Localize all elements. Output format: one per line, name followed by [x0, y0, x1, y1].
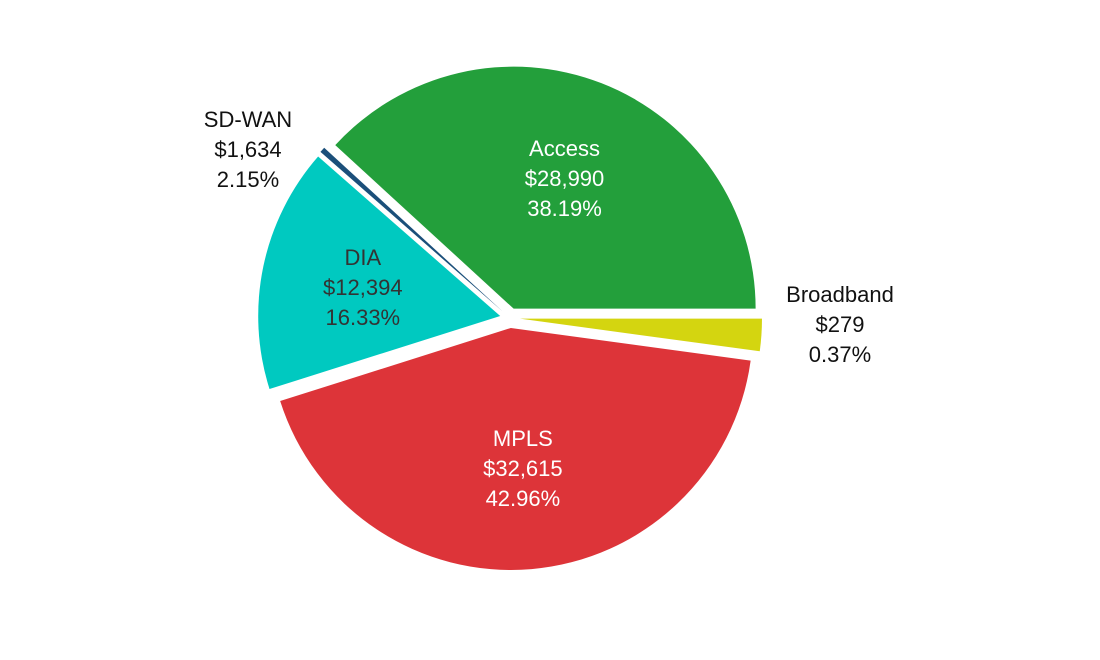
slice-value-label: $1,634	[214, 137, 281, 162]
slice-name-label: Access	[529, 136, 600, 161]
slice-name-label: DIA	[344, 245, 381, 270]
slice-value-label: $32,615	[483, 456, 563, 481]
slice-name-label: SD-WAN	[204, 107, 292, 132]
slice-value-label: $12,394	[323, 275, 403, 300]
slice-percent-label: 2.15%	[217, 167, 279, 192]
slice-label-sd-wan: SD-WAN $1,634 2.15%	[204, 107, 292, 192]
slice-label-broadband: Broadband $279 0.37%	[786, 282, 894, 367]
slice-name-label: Broadband	[786, 282, 894, 307]
slice-label-mpls: MPLS $32,615 42.96%	[483, 426, 563, 511]
pie-slice-mpls	[280, 327, 751, 570]
slice-value-label: $28,990	[525, 166, 605, 191]
pie-slice-dia	[258, 156, 501, 390]
slice-value-label: $279	[816, 312, 865, 337]
slice-percent-label: 0.37%	[809, 342, 871, 367]
labels-layer: Access $28,990 38.19% Broadband $279 0.37% DIA…	[204, 107, 894, 511]
slice-percent-label: 42.96%	[486, 486, 561, 511]
slice-label-access: Access $28,990 38.19%	[525, 136, 605, 221]
pie-slice-sd-wan	[519, 318, 762, 352]
slices-layer	[258, 66, 762, 570]
slice-percent-label: 16.33%	[326, 305, 401, 330]
pie-slice-broadband	[320, 147, 503, 312]
slice-label-dia: DIA $12,394 16.33%	[323, 245, 403, 330]
pie-slice-access	[335, 66, 756, 309]
slice-percent-label: 38.19%	[527, 196, 602, 221]
slice-name-label: MPLS	[493, 426, 553, 451]
